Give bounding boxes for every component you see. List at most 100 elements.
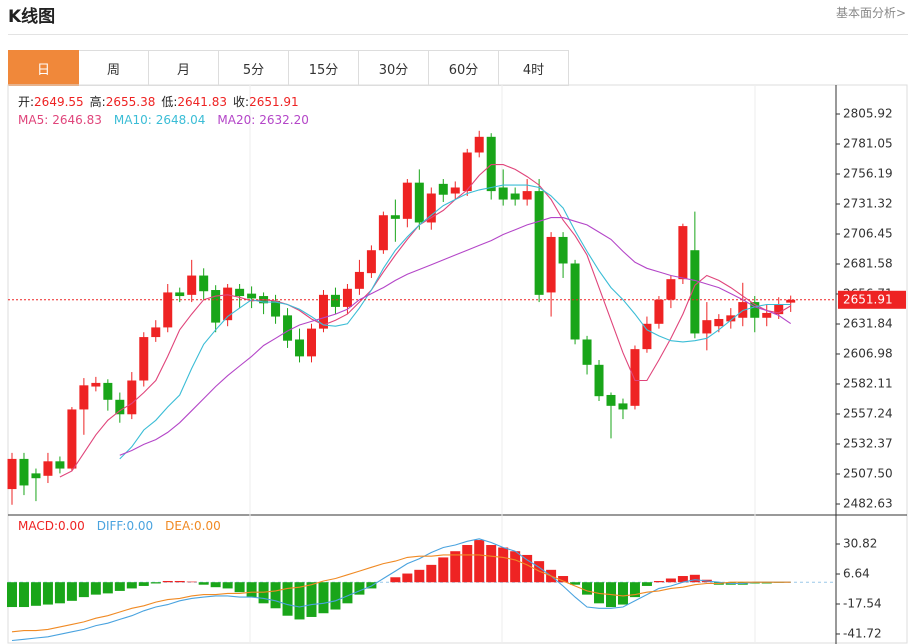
ma-line <box>119 184 791 460</box>
macd-bar <box>258 582 269 604</box>
macd-bar <box>414 569 425 583</box>
analysis-link[interactable]: 基本面分析> <box>835 6 906 20</box>
candle-body <box>187 275 197 295</box>
candle-body <box>726 315 736 322</box>
candle-body <box>606 394 616 406</box>
last-price-label: 2651.91 <box>843 292 893 306</box>
macd-bar <box>138 582 149 586</box>
candle-body <box>151 327 161 338</box>
divider <box>8 34 908 35</box>
macd-bar <box>438 557 449 583</box>
candle-body <box>450 187 460 194</box>
macd-bar <box>749 582 760 584</box>
y-tick-label: 2557.24 <box>843 406 893 420</box>
candle-body <box>558 236 568 264</box>
candle-body <box>115 399 125 415</box>
macd-line <box>11 538 791 642</box>
candle-body <box>307 328 316 357</box>
ohlc-value: 2655.38 <box>106 95 156 109</box>
y-tick-label: 2482.63 <box>843 496 893 510</box>
macd-bar <box>653 580 664 583</box>
candle-body <box>390 215 400 219</box>
legend-value: 0.00 <box>194 519 221 533</box>
period-tabs: 日周月 5分 15分 30分 60分 4时 <box>8 50 569 86</box>
ohlc-value: 2641.83 <box>177 95 227 109</box>
legend-value: 2646.83 <box>52 113 102 127</box>
macd-bar <box>282 582 293 616</box>
macd-bar <box>677 576 688 583</box>
candle-body <box>235 288 245 297</box>
legend-name: DIFF: <box>97 519 127 533</box>
candle-body <box>666 279 676 300</box>
candle-body <box>678 226 688 280</box>
macd-bar <box>30 582 41 606</box>
macd-bar <box>18 582 29 608</box>
macd-bar <box>629 582 640 598</box>
ohlc-value: 2651.91 <box>249 95 299 109</box>
macd-bar <box>510 551 521 583</box>
macd-bar <box>246 582 257 598</box>
y-tick-label: 2606.98 <box>843 346 893 360</box>
candle-body <box>175 292 185 297</box>
legend-name: MA10: <box>114 113 152 127</box>
macd-bar <box>42 582 53 605</box>
macd-bar <box>54 582 65 604</box>
macd-bar <box>210 582 221 588</box>
candle-body <box>618 403 628 410</box>
legend-name: MA5: <box>18 113 48 127</box>
candle-body <box>318 294 328 329</box>
ohlc-label: 收: <box>233 95 249 109</box>
y-tick-label: 2756.19 <box>843 166 893 180</box>
candle-body <box>642 323 652 350</box>
macd-bar <box>78 582 89 598</box>
legend-value: 0.00 <box>58 519 85 533</box>
legend-name: MACD: <box>18 519 58 533</box>
y-tick-label: -41.72 <box>843 626 882 640</box>
macd-bar <box>426 564 437 583</box>
candle-body <box>594 364 604 397</box>
macd-bar <box>198 582 209 585</box>
candle-body <box>522 191 532 200</box>
candle-body <box>163 292 173 328</box>
macd-bar <box>114 582 125 591</box>
macd-bar <box>761 582 772 584</box>
macd-bar <box>450 551 461 583</box>
candle-body <box>462 152 472 192</box>
candle-body <box>750 302 760 318</box>
candle-body <box>199 275 209 292</box>
candle-body <box>378 215 388 251</box>
candle-body <box>534 191 544 295</box>
candle-body <box>426 193 436 223</box>
ma-line <box>59 164 791 478</box>
y-tick-label: 2706.45 <box>843 226 893 240</box>
macd-bar <box>665 578 676 583</box>
candle-body <box>79 385 89 410</box>
macd-bar <box>641 582 652 586</box>
macd-bar <box>402 573 413 583</box>
candle-body <box>55 461 65 469</box>
macd-bar <box>234 582 245 593</box>
candle-body <box>223 287 233 321</box>
legend-name: MA20: <box>217 113 255 127</box>
candle-body <box>570 263 580 340</box>
macd-legend: MACD:0.00 DIFF:0.00 DEA:0.00 <box>18 519 221 533</box>
candle-body <box>67 409 77 469</box>
candle-body <box>271 300 281 317</box>
candle-body <box>31 473 41 479</box>
macd-bar <box>162 580 173 583</box>
candle-body <box>498 187 508 200</box>
macd-bar <box>102 582 113 594</box>
period-tab[interactable]: 日 <box>8 50 79 86</box>
macd-bar <box>498 547 509 583</box>
ohlc-label: 开: <box>18 95 34 109</box>
y-tick-label: 2532.37 <box>843 436 893 450</box>
last-price-tag <box>838 290 906 309</box>
candle-body <box>414 182 424 223</box>
macd-bar <box>150 582 161 584</box>
macd-bar <box>7 582 17 608</box>
y-tick-label: 2631.84 <box>843 316 893 330</box>
candle-body <box>247 293 257 299</box>
candle-body <box>546 236 556 293</box>
